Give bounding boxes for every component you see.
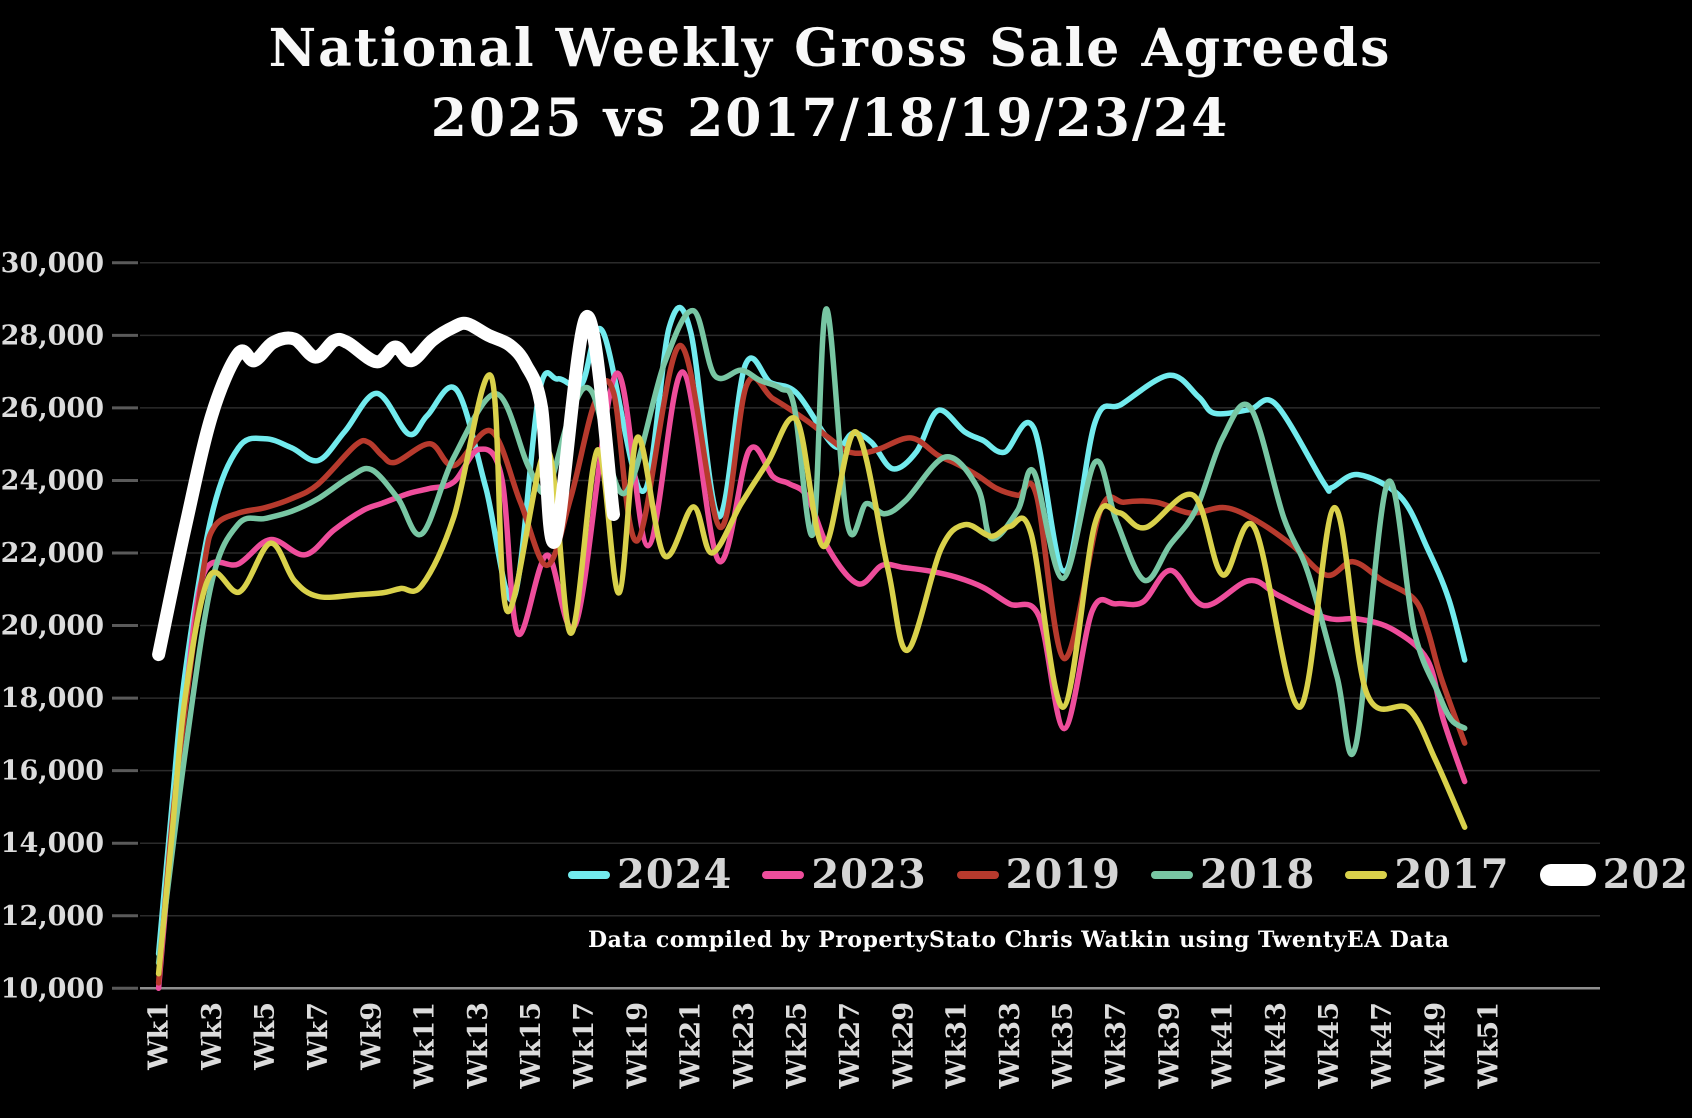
- legend-item-2024: 2024: [568, 851, 732, 898]
- x-axis-label: Wk37: [1101, 1002, 1132, 1090]
- legend-label: 2018: [1199, 851, 1316, 898]
- y-axis-label: 28,000: [1, 320, 104, 351]
- x-axis-label: Wk39: [1154, 1002, 1185, 1090]
- series-line-2018: [155, 306, 1468, 966]
- x-axis-label: Wk43: [1261, 1002, 1292, 1090]
- x-axis-label: Wk23: [729, 1002, 760, 1090]
- legend-label: 2024: [617, 851, 733, 898]
- y-axis-label: 14,000: [1, 828, 104, 859]
- y-axis-label: 20,000: [1, 611, 104, 642]
- chart-title: National Weekly Gross Sale Agreeds 2025 …: [0, 14, 1660, 154]
- y-axis-label: 22,000: [1, 538, 104, 569]
- legend-item-2023: 2023: [762, 851, 926, 898]
- x-axis-label: Wk15: [516, 1002, 547, 1090]
- x-axis-label: Wk11: [410, 1002, 441, 1090]
- legend-label: 2025: [1602, 851, 1692, 898]
- legend-swatch-2024-icon: [568, 870, 610, 879]
- legend-swatch-2019-icon: [956, 870, 999, 879]
- legend-swatch-2017-icon: [1345, 870, 1388, 879]
- attribution-text: Data compiled by PropertyStato Chris Wat…: [588, 927, 1450, 953]
- legend-label: 2023: [811, 851, 927, 898]
- x-axis-label: Wk47: [1367, 1002, 1398, 1090]
- y-axis-label: 24,000: [1, 465, 104, 496]
- legend-item-2019: 2019: [956, 851, 1121, 898]
- x-axis-label: Wk5: [250, 1002, 281, 1071]
- x-axis-label: Wk33: [995, 1002, 1026, 1090]
- chart-legend: 2024 2023 2019 2018 2017 2025: [568, 851, 1692, 898]
- x-axis-label: Wk31: [942, 1002, 973, 1090]
- y-axis-label: 12,000: [1, 901, 104, 932]
- chart-title-line2: 2025 vs 2017/18/19/23/24: [430, 88, 1230, 149]
- x-axis-label: Wk9: [356, 1002, 387, 1071]
- x-axis-label: Wk27: [835, 1002, 866, 1090]
- series-line-2017: [155, 372, 1468, 977]
- legend-item-2017: 2017: [1345, 851, 1509, 898]
- legend-item-2025: 2025: [1539, 851, 1692, 898]
- legend-label: 2017: [1394, 851, 1510, 898]
- series-line-2025: [152, 309, 620, 662]
- y-axis-label: 30,000: [1, 248, 104, 279]
- x-axis-label: Wk1: [144, 1002, 175, 1071]
- legend-swatch-2023-icon: [762, 870, 805, 879]
- x-axis-label: Wk51: [1474, 1002, 1505, 1090]
- legend-swatch-2018-icon: [1150, 870, 1193, 879]
- legend-item-2018: 2018: [1150, 851, 1316, 898]
- x-axis-label: Wk7: [303, 1002, 334, 1071]
- chart-title-line1: National Weekly Gross Sale Agreeds: [268, 18, 1392, 79]
- y-axis-label: 10,000: [1, 973, 104, 1004]
- x-axis-label: Wk45: [1314, 1002, 1345, 1090]
- legend-label: 2019: [1005, 851, 1121, 898]
- x-axis-label: Wk41: [1208, 1002, 1239, 1090]
- legend-swatch-2025-icon: [1539, 863, 1596, 886]
- x-axis-label: Wk17: [569, 1002, 600, 1090]
- x-axis-label: Wk13: [463, 1002, 494, 1090]
- x-axis-label: Wk3: [197, 1002, 228, 1071]
- series-line-2023: [155, 369, 1468, 992]
- y-axis-label: 16,000: [1, 756, 104, 787]
- x-axis-label: Wk49: [1420, 1002, 1451, 1090]
- x-axis-label: Wk19: [622, 1002, 653, 1090]
- x-axis-label: Wk35: [1048, 1002, 1079, 1090]
- x-axis-label: Wk21: [676, 1002, 707, 1090]
- x-axis-label: Wk29: [888, 1002, 919, 1090]
- y-axis-label: 18,000: [1, 683, 104, 714]
- y-axis-label: 26,000: [1, 393, 104, 424]
- x-axis-label: Wk25: [782, 1002, 813, 1090]
